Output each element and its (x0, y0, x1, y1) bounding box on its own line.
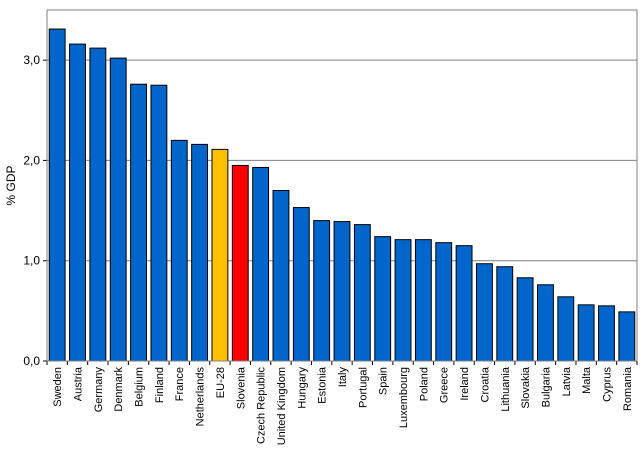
x-category-label: Estonia (317, 366, 329, 404)
x-category-label: Greece (439, 367, 451, 403)
y-tick-label: 1,0 (23, 254, 40, 268)
bar-germany (89, 47, 107, 362)
y-tick-label: 0,0 (23, 354, 40, 368)
x-category-label: Denmark (113, 367, 125, 412)
bar-eu-28 (211, 148, 229, 362)
x-category-label: Poland (418, 367, 430, 401)
x-category-label: Czech Republic (256, 367, 268, 445)
bar-czech-republic (252, 166, 270, 362)
x-category-label: Slovakia (520, 366, 532, 408)
x-category-label: Ireland (459, 367, 471, 401)
bar-latvia (557, 296, 575, 362)
x-category-label: EU-28 (215, 367, 227, 398)
x-category-label: Hungary (296, 367, 308, 409)
x-category-label: France (174, 367, 186, 401)
y-axis-ticks: 0,0 1,0 2,0 3,0 (23, 53, 47, 368)
x-category-label: Netherlands (195, 367, 207, 427)
bar-greece (435, 242, 453, 362)
y-axis-title: % GDP (4, 165, 18, 205)
y-tick-label: 3,0 (23, 53, 40, 67)
y-tick-label: 2,0 (23, 153, 40, 167)
x-category-label: Luxembourg (398, 367, 410, 428)
bar-poland (414, 239, 432, 362)
x-category-label: Portugal (357, 367, 369, 408)
bar-united-kingdom (272, 190, 290, 362)
plot-frame (46, 9, 638, 362)
x-category-label: Austria (73, 366, 85, 401)
bar-malta (577, 304, 595, 362)
bar-france (170, 139, 188, 362)
bar-portugal (353, 224, 371, 362)
bar-italy (333, 221, 351, 362)
x-category-label: Belgium (134, 367, 146, 407)
bar-sweden (48, 28, 66, 362)
x-category-label: Spain (378, 367, 390, 395)
x-category-label: Germany (93, 367, 105, 413)
x-category-label: Croatia (479, 366, 491, 402)
x-category-label: Lithuania (500, 366, 512, 412)
bar-slovakia (516, 277, 534, 362)
x-category-label: Sweden (52, 367, 64, 407)
bar-belgium (130, 83, 147, 362)
bar-ireland (455, 245, 473, 362)
bar-finland (150, 84, 168, 362)
bar-slovenia (231, 164, 249, 362)
bar-cyprus (598, 305, 615, 362)
bar-netherlands (191, 143, 209, 362)
x-category-label: Malta (581, 366, 593, 394)
bar-denmark (109, 57, 127, 362)
x-category-label: United Kingdom (276, 367, 288, 445)
bars (48, 28, 636, 362)
bar-romania (618, 311, 636, 362)
x-axis-labels: Sweden Austria Germany Denmark Belgium Finlan… (46, 361, 638, 445)
x-category-label: Slovenia (235, 366, 247, 409)
bar-croatia (475, 263, 493, 362)
x-category-label: Italy (337, 367, 349, 388)
bar-luxembourg (394, 239, 412, 362)
bar-estonia (313, 220, 331, 362)
bar-lithuania (496, 266, 514, 362)
x-category-label: Cyprus (601, 367, 613, 402)
bar-spain (374, 236, 392, 362)
x-category-label: Finland (154, 367, 166, 403)
bar-bulgaria (537, 284, 554, 362)
x-category-label: Latvia (561, 366, 573, 396)
x-category-label: Bulgaria (540, 366, 552, 407)
bar-hungary (292, 207, 310, 362)
bar-austria (69, 43, 86, 362)
x-category-label: Romania (622, 366, 634, 411)
